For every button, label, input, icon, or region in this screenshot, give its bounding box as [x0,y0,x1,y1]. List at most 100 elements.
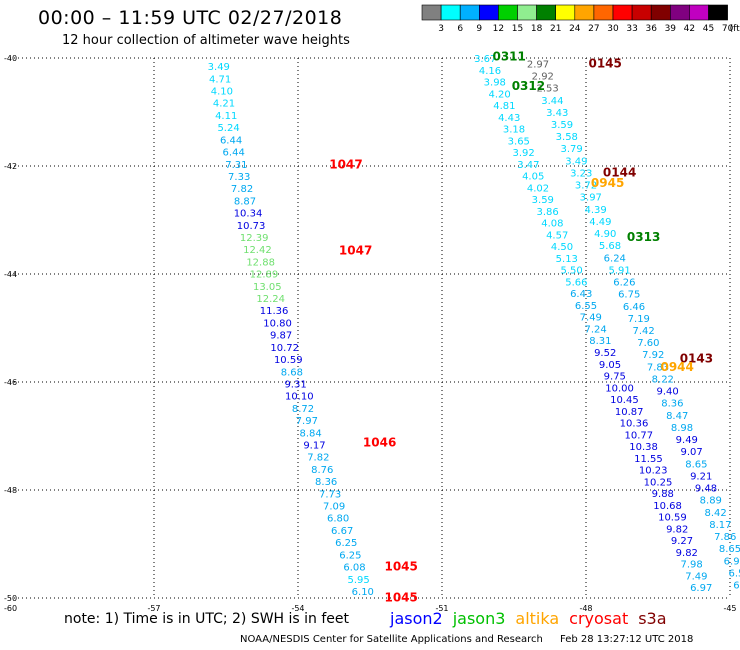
data-label-track-b: 5.50 [560,266,582,277]
data-label-track-a: 10.73 [237,221,266,232]
data-label-track-c: 9.48 [695,484,717,495]
data-label-track-c: 6.26 [613,278,635,289]
page-title: 00:00 – 11:59 UTC 02/27/2018 [38,7,343,29]
legend-entry-cryosat: cryosat [569,609,629,628]
data-label-track-c: 6.61 [733,581,740,592]
data-label-track-c: 5.91 [608,265,630,276]
data-label-track-b: 10.36 [620,419,649,430]
colorbar-swatch [593,4,614,21]
pass-time-label: 0945 [591,176,624,190]
legend-entry-altika: altika [515,609,560,628]
colorbar-label: 27 [588,24,599,34]
x-tick-label: -57 [147,604,160,613]
data-label-track-c: 3.43 [546,108,568,119]
x-tick-label: -45 [723,604,736,613]
data-label-track-b: 10.59 [658,513,687,524]
data-label-track-c: 3.58 [556,132,578,143]
data-label-track-a: 7.31 [225,160,247,171]
data-label-track-a: 6.44 [220,135,242,146]
data-label-track-c: 4.39 [584,205,606,216]
data-label-track-a: 9.17 [303,441,325,452]
data-label-track-a: 8.84 [299,428,321,439]
data-label-track-c: 6.24 [604,253,626,264]
data-label-track-c: 3.44 [541,96,563,107]
data-label-track-c: 8.42 [704,508,726,519]
data-label-track-c: 7.42 [632,326,654,337]
y-tick-label: -46 [4,378,17,387]
x-tick-label: -54 [291,604,304,613]
data-label-track-c: 7.83 [647,362,669,373]
data-label-track-a: 7.33 [228,172,250,183]
data-label-track-c: 8.89 [700,496,722,507]
colorbar-swatch [689,4,709,21]
data-label-track-c: 3.79 [560,144,582,155]
data-label-track-b: 4.20 [488,89,510,100]
data-label-track-b: 9.52 [594,348,616,359]
data-label-track-c: 6.92 [724,556,740,567]
data-label-track-b: 10.25 [644,477,673,488]
data-label-track-a: 4.10 [211,87,233,98]
data-label-track-c: 5.68 [599,241,621,252]
data-label-track-b: 10.77 [624,430,653,441]
colorbar-label: 15 [512,24,523,34]
data-label-track-a: 10.72 [270,343,299,354]
data-label-track-a: 10.59 [274,355,303,366]
data-label-track-c: 2.92 [532,72,554,83]
data-label-track-a: 8.68 [281,367,303,378]
credit-line: NOAA/NESDIS Center for Satellite Applica… [240,634,543,645]
data-label-track-a: 8.72 [292,404,314,415]
data-label-track-a: 4.11 [215,111,237,122]
data-label-track-c: 3.72 [575,181,597,192]
data-label-track-a: 12.39 [240,233,269,244]
data-label-track-a: 11.36 [260,306,289,317]
data-label-track-a: 7.97 [296,416,318,427]
y-tick-label: -44 [4,270,17,279]
data-label-track-b: 3.47 [517,160,539,171]
data-label-track-c: 3.97 [580,193,602,204]
data-label-track-b: 4.81 [493,101,515,112]
data-label-track-c: 6.46 [623,302,645,313]
data-label-track-b: 9.82 [676,548,698,559]
data-label-track-b: 4.02 [527,183,549,194]
data-label-track-c: 3.59 [551,120,573,131]
colorbar-swatch [440,4,461,21]
data-label-track-b: 10.87 [615,407,644,418]
colorbar-label: 9 [476,24,482,34]
data-label-track-b: 5.66 [565,277,587,288]
colorbar-swatch [555,4,576,21]
pass-time-label: 0944 [660,360,693,374]
data-label-track-b: 3.18 [503,125,525,136]
data-label-track-c: 7.60 [637,338,659,349]
data-label-track-c: 3.49 [565,156,587,167]
x-tick-label: -51 [435,604,448,613]
colorbar-swatch [631,4,652,21]
data-label-track-a: 5.95 [347,575,369,586]
data-label-track-a: 12.42 [243,245,272,256]
data-label-track-c: 7.86 [714,532,736,543]
data-label-track-b: 9.27 [671,536,693,547]
data-label-track-b: 6.55 [575,301,597,312]
pass-time-label: 0311 [492,49,525,63]
pass-time-label: 0312 [512,79,545,93]
colorbar-swatch [650,4,671,21]
data-label-track-a: 6.08 [343,563,365,574]
corner-tick-label: -60 [4,604,17,613]
data-label-track-c: 4.90 [594,229,616,240]
x-tick-label: -48 [579,604,592,613]
colorbar-swatch [574,4,595,21]
chart-marks: 3.494.714.104.214.115.246.446.447.317.33… [208,49,740,604]
data-label-track-b: 5.13 [556,254,578,265]
timestamp: Feb 28 13:27:12 UTC 2018 [560,634,694,645]
data-label-track-b: 10.45 [610,395,639,406]
data-label-track-b: 10.68 [653,501,682,512]
data-label-track-a: 10.34 [234,209,263,220]
data-label-track-a: 8.36 [315,477,337,488]
data-label-track-c: 8.65 [685,459,707,470]
data-label-track-b: 7.24 [584,324,606,335]
colorbar-label: 33 [626,24,637,34]
colorbar-swatch [536,4,556,21]
colorbar-label: (ft) [730,24,740,34]
satellite-legend: jason2 jason3 altika cryosat s3a [390,609,677,628]
data-label-track-b: 3.92 [512,148,534,159]
data-label-track-a: 6.25 [339,550,361,561]
